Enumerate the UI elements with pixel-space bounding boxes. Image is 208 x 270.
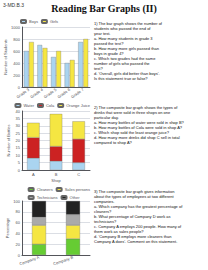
svg-text:cleaners?: cleaners? <box>94 209 112 214</box>
svg-text:60: 60 <box>16 220 21 225</box>
svg-text:40: 40 <box>16 231 21 236</box>
svg-text:students who passed the end of: students who passed the end of <box>94 26 151 31</box>
svg-text:c. Which shop sold the least o: c. Which shop sold the least orange juic… <box>94 130 169 135</box>
svg-text:Grade 5: Grade 5 <box>43 87 58 100</box>
svg-text:Technicians: Technicians <box>37 195 58 200</box>
svg-text:3-MD.B.3: 3-MD.B.3 <box>3 2 24 8</box>
svg-text:30: 30 <box>16 123 21 128</box>
svg-text:Is this statement true or fals: Is this statement true or false? <box>94 76 148 81</box>
svg-text:2) The composite bar graph sho: 2) The composite bar graph shows the typ… <box>94 105 178 110</box>
svg-text:boys in grade 4?: boys in grade 4? <box>94 51 124 56</box>
svg-text:B: B <box>55 172 58 177</box>
svg-text:35: 35 <box>16 116 21 121</box>
svg-text:1000: 1000 <box>11 25 21 30</box>
svg-text:companies.: companies. <box>94 199 115 204</box>
svg-text:15: 15 <box>16 145 21 150</box>
svg-text:Grade 3: Grade 3 <box>16 87 31 100</box>
svg-text:Number of Bottles: Number of Bottles <box>6 124 11 156</box>
svg-text:c. Which two grades had the sa: c. Which two grades had the same <box>94 56 156 61</box>
svg-text:Sales persons: Sales persons <box>65 187 90 192</box>
svg-text:3) The composite bar graph giv: 3) The composite bar graph gives informa… <box>94 189 175 194</box>
svg-text:d. 'Overall, girls did better: d. 'Overall, girls did better than boys'… <box>94 71 160 76</box>
svg-text:a. How many students in grade: a. How many students in grade 3 <box>94 36 153 41</box>
svg-text:Number of Students: Number of Students <box>3 39 8 75</box>
svg-text:b. How many bottles of Cola we: b. How many bottles of Cola were sold in… <box>94 125 182 130</box>
svg-text:20: 20 <box>16 138 21 143</box>
svg-text:c. Company A employs 200 peopl: c. Company A employs 200 people. How man… <box>94 224 182 229</box>
svg-text:20: 20 <box>16 242 21 247</box>
svg-text:A: A <box>32 172 35 177</box>
svg-text:Grade 7: Grade 7 <box>70 87 85 100</box>
svg-text:Cola: Cola <box>46 103 55 108</box>
svg-text:10: 10 <box>16 153 21 158</box>
svg-text:Company B: Company B <box>52 255 74 267</box>
svg-text:b. How many more girls passed: b. How many more girls passed than <box>94 46 159 51</box>
svg-text:Other: Other <box>70 195 81 200</box>
svg-text:Water: Water <box>23 103 34 108</box>
svg-text:b. What percentage of Company: b. What percentage of Company D work as <box>94 214 171 219</box>
svg-text:particular day.: particular day. <box>94 115 119 120</box>
svg-text:0: 0 <box>18 85 21 90</box>
svg-text:Percentage: Percentage <box>5 217 10 238</box>
svg-text:d. How many more drinks did sh: d. How many more drinks did shop C sell … <box>94 135 180 140</box>
svg-text:Grade 4: Grade 4 <box>29 87 44 100</box>
svg-text:100: 100 <box>13 199 20 204</box>
svg-text:a. How many bottles of water w: a. How many bottles of water were sold i… <box>94 120 184 125</box>
svg-text:drinks that were sold in three: drinks that were sold in three shops on … <box>94 110 171 115</box>
svg-text:400: 400 <box>13 61 20 66</box>
svg-text:test?: test? <box>94 66 103 71</box>
svg-text:year test.: year test. <box>94 31 111 36</box>
svg-text:Boys: Boys <box>29 19 38 24</box>
svg-text:number of girls who passed the: number of girls who passed the <box>94 61 150 66</box>
svg-text:technicians?: technicians? <box>94 219 117 224</box>
svg-text:Girls: Girls <box>50 19 58 24</box>
svg-text:passed the test?: passed the test? <box>94 41 124 46</box>
svg-text:a. Which company has the great: a. Which company has the greatest percen… <box>94 204 183 209</box>
svg-text:1) The bar graph shows the num: 1) The bar graph shows the number of <box>94 21 162 26</box>
svg-text:0: 0 <box>18 168 21 173</box>
svg-text:Cleaners: Cleaners <box>37 187 53 192</box>
svg-text:Company A: Company A <box>19 255 40 267</box>
svg-text:compared to shop A?: compared to shop A? <box>94 140 133 145</box>
svg-text:200: 200 <box>13 73 20 78</box>
svg-text:Company A does'. Comment on th: Company A does'. Comment on this stateme… <box>94 239 177 244</box>
svg-text:Orange Juice: Orange Juice <box>66 103 91 108</box>
svg-text:0: 0 <box>18 253 21 258</box>
svg-text:Grade 6: Grade 6 <box>56 87 71 100</box>
svg-text:800: 800 <box>13 37 20 42</box>
svg-text:80: 80 <box>16 209 21 214</box>
svg-text:25: 25 <box>16 131 21 136</box>
svg-text:5: 5 <box>18 160 21 165</box>
svg-text:Reading Bar Graphs (II): Reading Bar Graphs (II) <box>51 3 157 15</box>
svg-text:them work as sales people?: them work as sales people? <box>94 229 144 234</box>
svg-text:600: 600 <box>13 49 20 54</box>
svg-text:Shop: Shop <box>51 178 61 183</box>
svg-text:40: 40 <box>16 109 21 114</box>
svg-text:d. 'Company B employs more cle: d. 'Company B employs more cleaners than <box>94 234 172 239</box>
svg-text:C: C <box>77 172 80 177</box>
svg-text:about the types of employees a: about the types of employees at two diff… <box>94 194 174 199</box>
